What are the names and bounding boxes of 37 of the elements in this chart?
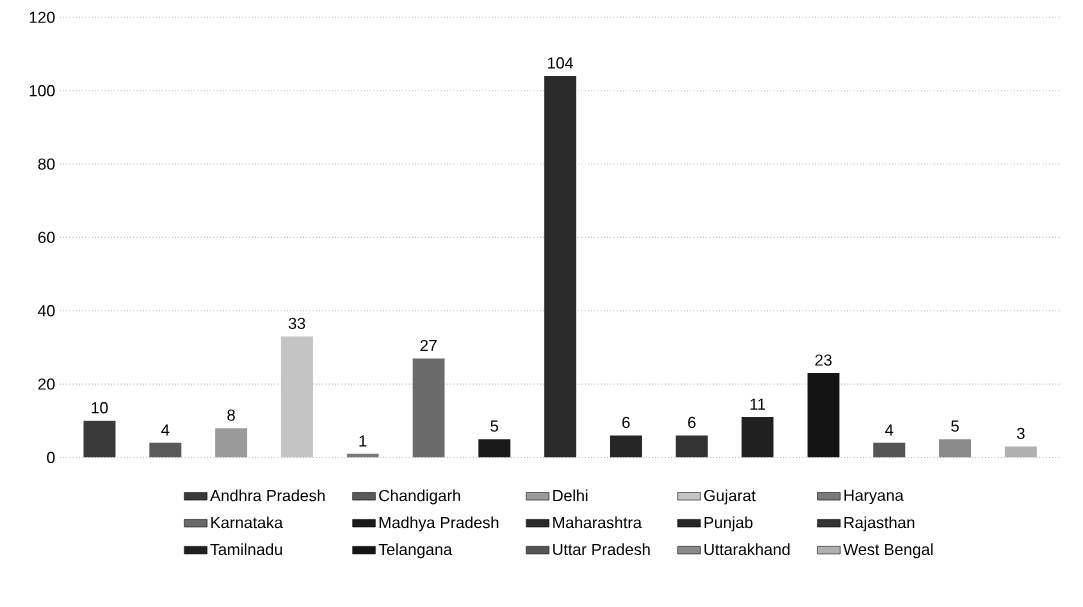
y-tick-label: 40	[37, 305, 55, 317]
y-tick-label: 20	[38, 378, 55, 390]
y-tick-label: 120	[29, 11, 55, 24]
legend-label: Punjab	[704, 516, 753, 532]
y-tick-label: 0	[47, 451, 55, 464]
legend-label: Delhi	[553, 489, 588, 502]
data-label: 4	[885, 424, 894, 436]
data-label: 27	[420, 339, 437, 352]
legend-label: Uttar Pradesh	[553, 543, 650, 556]
legend-label: West Bengal	[843, 543, 933, 559]
data-label: 6	[622, 416, 630, 429]
data-label: 8	[227, 409, 235, 421]
data-label: 104	[548, 57, 574, 69]
data-label: 33	[288, 317, 306, 330]
data-label: 23	[815, 354, 832, 366]
data-label: 5	[490, 420, 499, 432]
legend-label: Madhya Pradesh	[379, 516, 499, 532]
legend-label: Andhra Pradesh	[210, 489, 325, 502]
legend-label: Rajasthan	[844, 516, 915, 532]
data-label: 6	[688, 416, 696, 429]
legend-label: Haryana	[844, 489, 904, 505]
data-label: 5	[951, 420, 959, 432]
data-label: 4	[161, 424, 170, 436]
data-label: 1	[359, 435, 367, 447]
data-label: 3	[1017, 427, 1025, 440]
legend-label: Uttarakhand	[704, 543, 790, 556]
data-label: 11	[750, 398, 766, 410]
legend-label: Karnataka	[211, 516, 283, 529]
legend-label: Tamilnadu	[210, 543, 282, 556]
legend-label: Telangana	[378, 543, 453, 559]
data-label: 10	[91, 402, 108, 414]
legend-label: Gujarat	[704, 489, 756, 505]
y-tick-label: 80	[38, 158, 55, 170]
legend-label: Maharashtra	[553, 516, 642, 529]
y-tick-label: 60	[38, 231, 55, 244]
legend-label: Chandigarh	[379, 489, 461, 505]
y-tick-label: 100	[29, 85, 55, 97]
